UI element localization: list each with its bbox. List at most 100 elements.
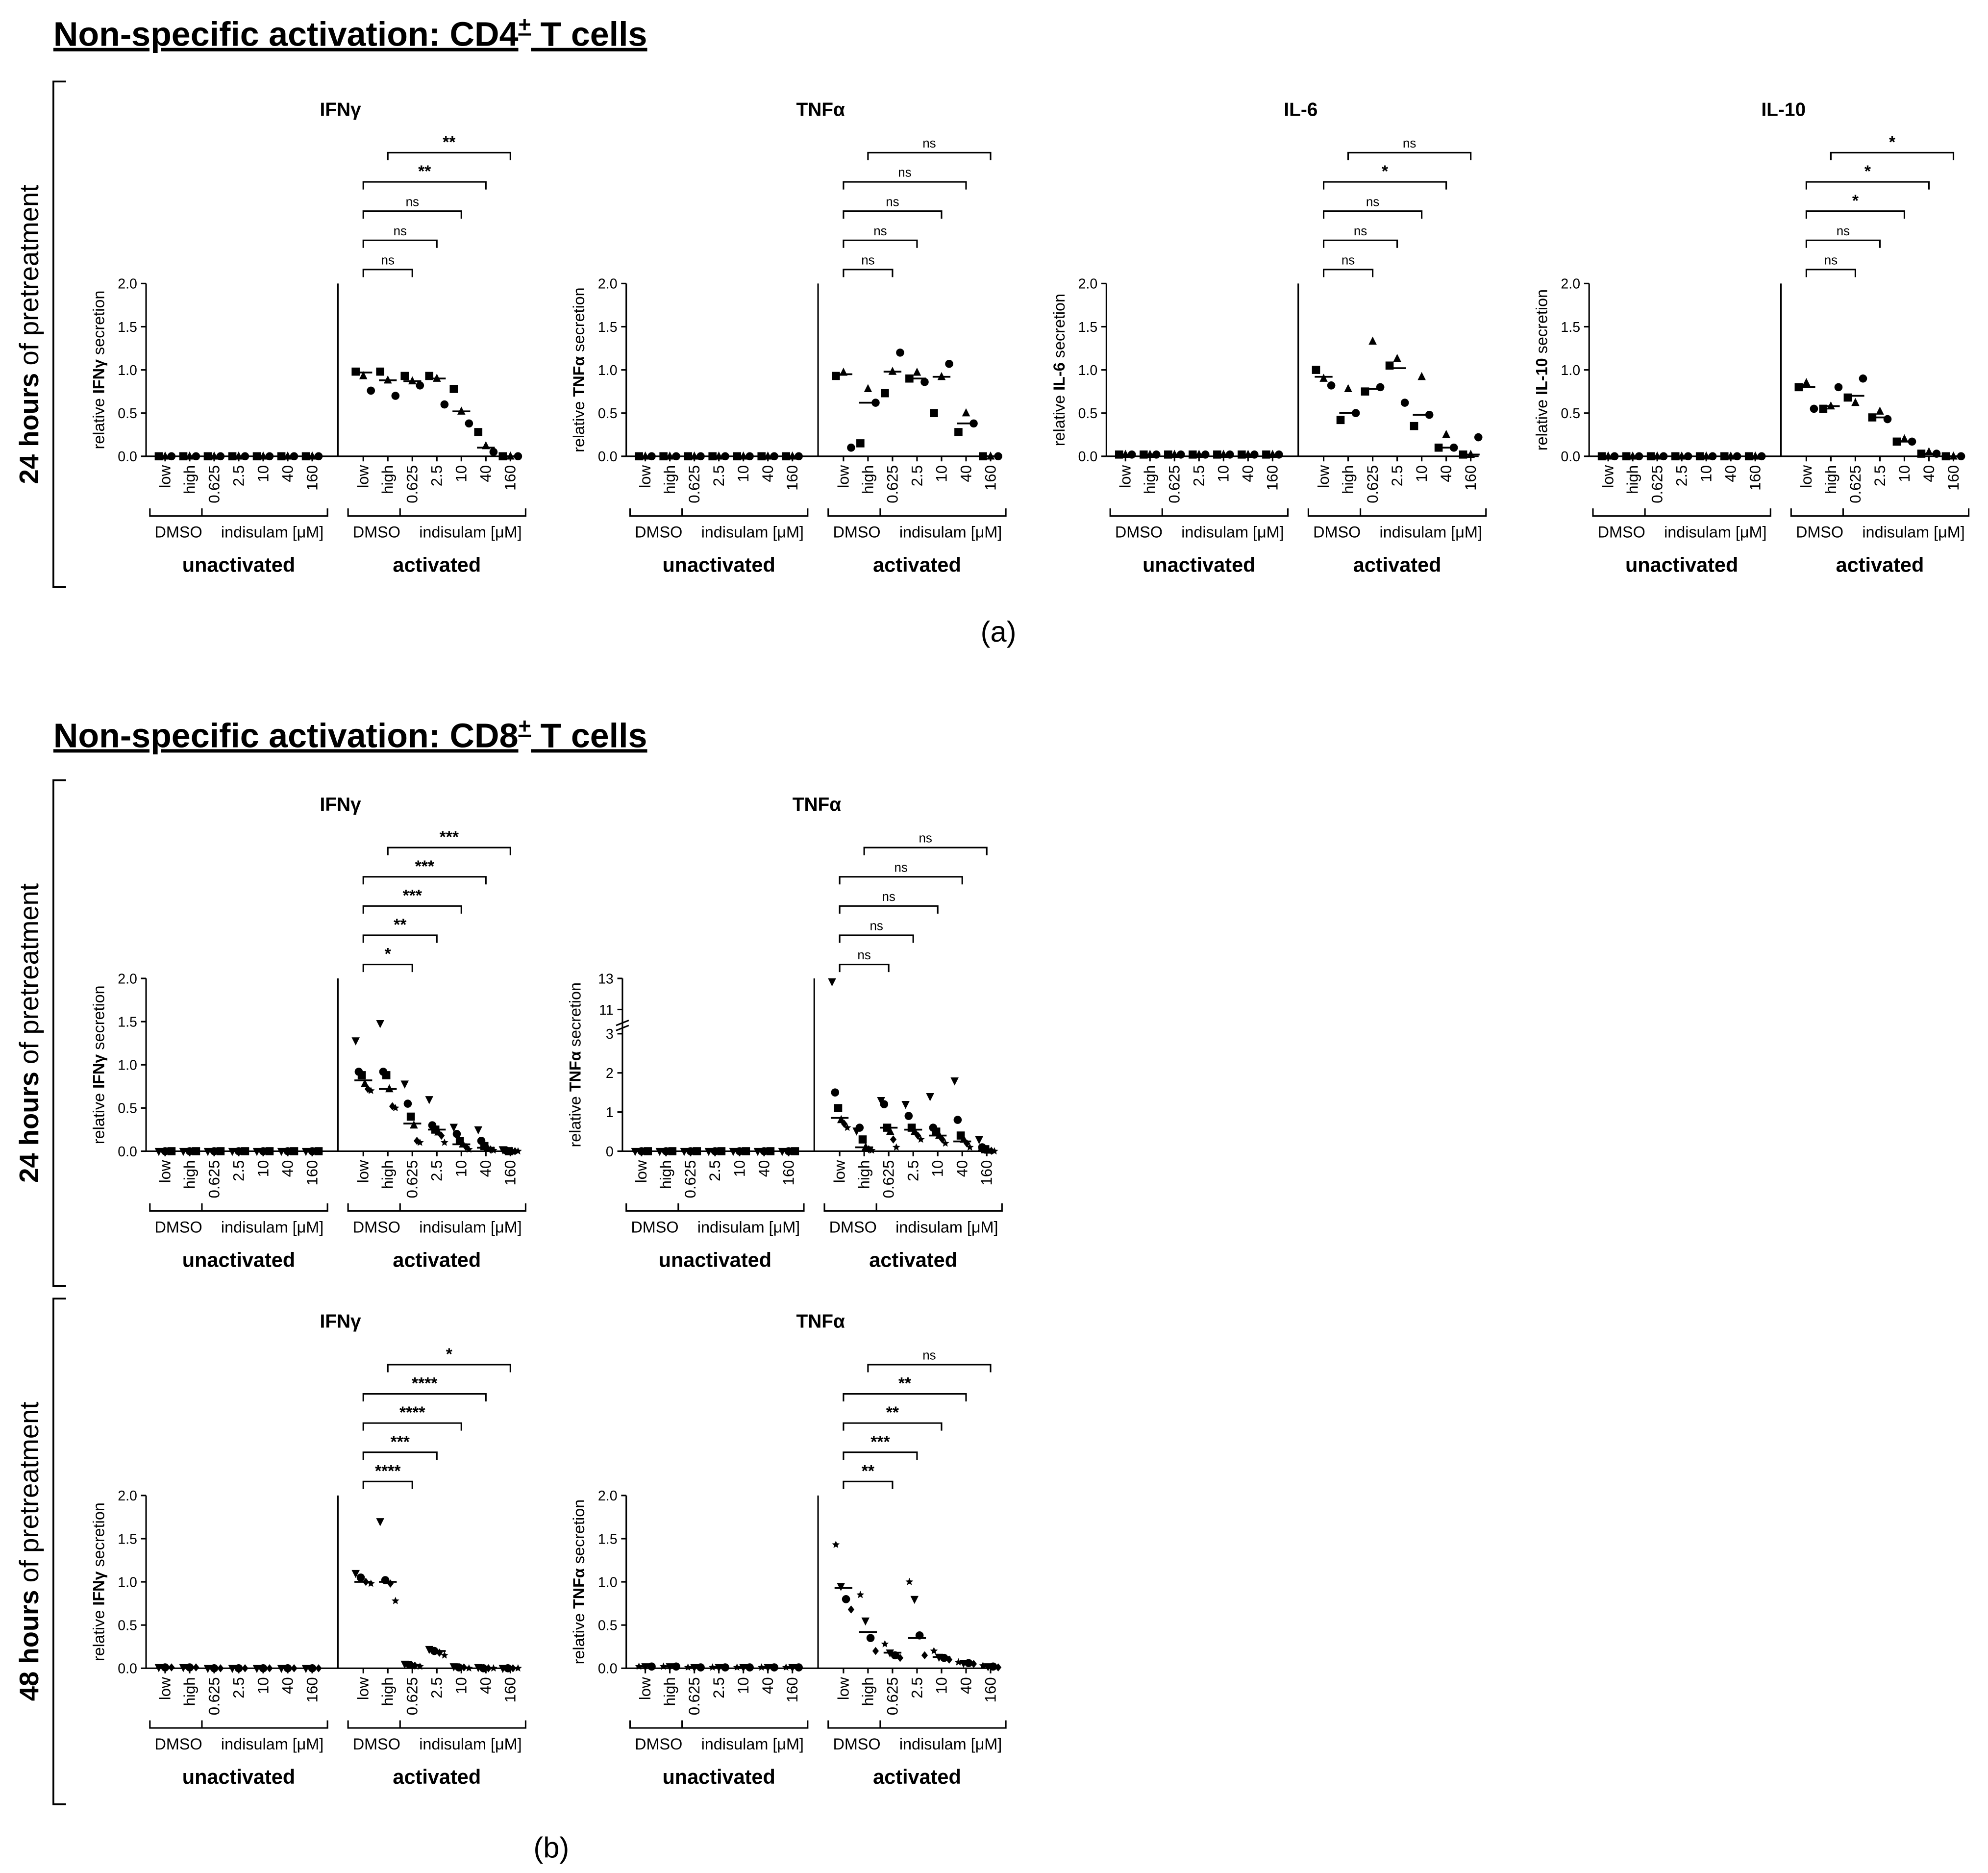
y-axis-label: relative TNFα secretion [570, 287, 588, 452]
dmso-label: DMSO [635, 524, 682, 541]
y-tick-label: 13 [598, 971, 614, 987]
data-point [1726, 451, 1735, 460]
data-point [1244, 450, 1252, 458]
significance-bracket [1322, 239, 1398, 248]
y-tick-label: 11 [599, 1002, 614, 1018]
x-tick-label: 40 [755, 1160, 772, 1177]
group-label-unactivated: unactivated [662, 1765, 775, 1788]
data-point [733, 452, 741, 461]
data-point [715, 451, 723, 460]
x-tick-label: 0.625 [682, 1160, 699, 1199]
data-point [866, 1634, 875, 1642]
data-point [161, 1147, 170, 1155]
x-tick-label: 160 [784, 1677, 801, 1702]
y-axis-label: relative IFNγ secretion [90, 1502, 108, 1661]
significance-bracket [1805, 181, 1930, 190]
chart-title: IFNγ [320, 99, 361, 120]
significance-label: * [446, 1346, 453, 1364]
data-point [1152, 450, 1161, 459]
x-tick-label: high [657, 1160, 674, 1189]
x-tick-label: high [181, 465, 198, 494]
data-point [746, 1663, 754, 1672]
significance-bracket [362, 269, 413, 277]
data-point [877, 1097, 885, 1105]
data-point [784, 1147, 793, 1155]
data-point [1393, 353, 1401, 362]
significance-bracket [1322, 269, 1374, 277]
x-tick-label: 2.5 [1673, 465, 1690, 486]
y-tick-label: 0.0 [1078, 449, 1098, 465]
data-point [234, 451, 243, 460]
data-point [291, 1664, 298, 1673]
data-point [216, 452, 225, 461]
data-point [680, 1148, 689, 1156]
y-tick-label: 1.0 [1078, 363, 1098, 378]
data-point [890, 1135, 897, 1144]
data-point [391, 1597, 399, 1604]
significance-label: ns [886, 195, 899, 209]
data-point [920, 377, 929, 386]
significance-label: ** [443, 133, 456, 151]
data-point [259, 1664, 268, 1673]
data-point [489, 1146, 497, 1154]
data-point [872, 1647, 879, 1655]
x-tick-label: 160 [303, 1677, 321, 1702]
row-bracket: 24 hours of pretreatment [14, 80, 66, 588]
significance-bracket [387, 151, 511, 160]
x-tick-label: 2.5 [908, 465, 925, 486]
category-bracket [823, 1203, 1003, 1212]
data-point [376, 1518, 384, 1526]
category-bracket [149, 1720, 328, 1729]
data-point [764, 451, 772, 460]
significance-label: ns [898, 166, 911, 180]
x-tick-label: 160 [982, 465, 999, 491]
data-point [696, 1663, 705, 1672]
x-tick-label: 160 [1945, 465, 1962, 491]
x-tick-label: 40 [759, 1677, 776, 1694]
significance-bracket [362, 181, 487, 190]
y-tick-label: 3 [606, 1026, 614, 1042]
data-point [242, 1664, 248, 1673]
data-point [440, 1138, 448, 1146]
data-point [1900, 434, 1909, 443]
indisulam-label: indisulam [μM] [221, 524, 323, 541]
data-point [241, 1147, 249, 1155]
data-point [739, 451, 747, 460]
data-point [647, 1662, 656, 1671]
significance-label: ns [381, 253, 395, 267]
data-point [954, 428, 963, 436]
data-point [234, 1664, 243, 1673]
chart-title: IFNγ [320, 1311, 361, 1332]
data-point [1410, 422, 1418, 430]
data-point [382, 1071, 391, 1079]
data-point [210, 1664, 219, 1673]
chart-title: TNFα [793, 794, 842, 815]
chart-panel: IFNγ 0.0 0.5 1.0 1.5 2.0 relative IFNγ secreti… [90, 99, 526, 576]
indisulam-label: indisulam [μM] [899, 1735, 1002, 1753]
group-label-activated: activated [1353, 553, 1441, 576]
data-point [351, 1570, 360, 1578]
data-point [733, 1663, 741, 1671]
data-point [910, 1596, 919, 1604]
data-point [1859, 374, 1867, 383]
x-tick-label: 40 [279, 465, 296, 482]
indisulam-label: indisulam [μM] [221, 1218, 323, 1236]
significance-label: ** [418, 163, 431, 181]
data-point [1262, 450, 1270, 459]
category-bracket [625, 1203, 805, 1212]
data-point [1121, 450, 1130, 458]
x-tick-label: 2.5 [1191, 465, 1208, 486]
x-tick-label: high [855, 1160, 872, 1189]
data-point [631, 1148, 640, 1156]
significance-bracket [1805, 210, 1906, 219]
x-tick-label: high [1340, 465, 1357, 494]
x-tick-label: low [637, 1677, 654, 1700]
x-tick-label: 10 [453, 465, 470, 482]
x-tick-label: low [1798, 465, 1815, 488]
data-point [228, 452, 237, 461]
dmso-label: DMSO [1313, 524, 1361, 541]
data-point [440, 1651, 448, 1659]
chart-panel: TNFα 0.0 0.5 1.0 1.5 2.0 relative TNFα secreti… [570, 1311, 1007, 1788]
data-point [666, 1663, 674, 1672]
data-point [277, 452, 286, 461]
